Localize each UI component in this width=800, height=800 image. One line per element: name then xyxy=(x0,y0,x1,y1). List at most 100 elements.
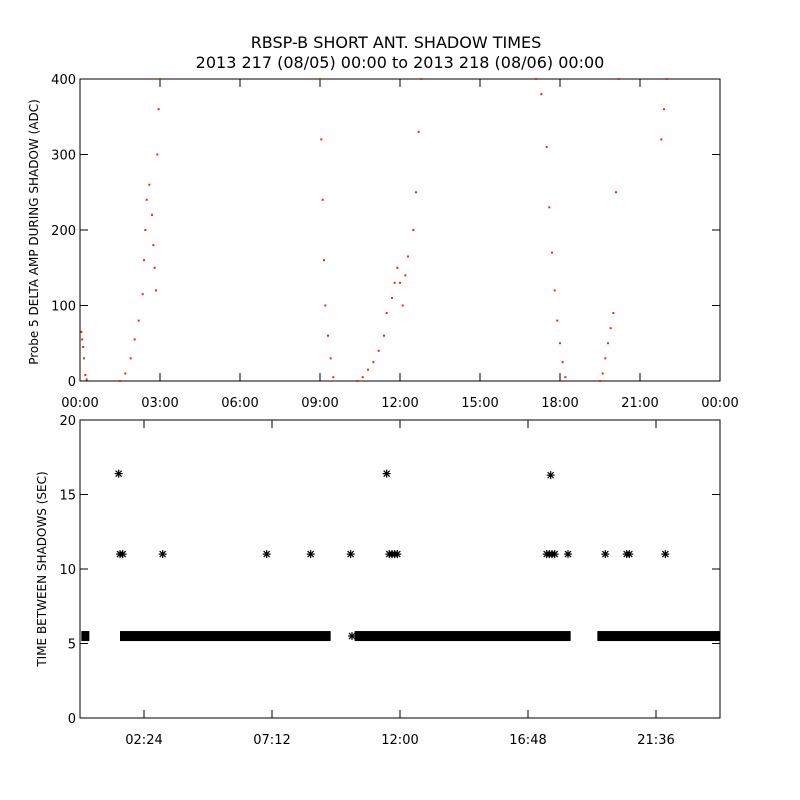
top-x-tick-label: 12:00 xyxy=(381,396,418,411)
top-data-point xyxy=(80,330,83,333)
top-data-point xyxy=(407,255,409,258)
top-data-point xyxy=(141,293,144,296)
bottom-data-point xyxy=(564,550,572,559)
top-data-point xyxy=(612,312,615,315)
top-y-tick-label: 400 xyxy=(51,73,76,88)
top-data-point xyxy=(153,266,156,269)
bottom-y-tick-label: 20 xyxy=(59,414,76,429)
bottom-y-tick-label: 5 xyxy=(68,638,76,653)
top-data-point xyxy=(663,108,665,111)
top-data-point xyxy=(559,342,561,345)
top-data-point xyxy=(85,378,88,381)
top-data-point xyxy=(665,78,668,80)
bottom-x-tick-label: 16:48 xyxy=(509,733,546,748)
top-data-point xyxy=(152,244,155,247)
top-data-point xyxy=(660,138,663,141)
top-data-point xyxy=(84,373,87,376)
top-data-point xyxy=(609,327,612,330)
top-data-point xyxy=(320,138,323,141)
top-data-point xyxy=(617,78,620,80)
top-data-point xyxy=(372,361,375,364)
bottom-data-point xyxy=(262,550,271,559)
top-data-point xyxy=(329,357,332,360)
top-data-point xyxy=(321,198,324,201)
top-y-tick-label: 200 xyxy=(51,224,76,239)
top-data-point xyxy=(332,376,335,379)
top-data-point xyxy=(545,145,548,148)
top-data-point xyxy=(124,372,127,375)
top-data-point xyxy=(556,319,559,322)
top-data-point xyxy=(159,78,161,80)
top-data-point xyxy=(157,108,160,111)
top-y-axis-label: Probe 5 DELTA AMP DURING SHADOW (ADC) xyxy=(27,99,41,365)
top-data-point xyxy=(82,346,85,349)
top-y-tick-label: 300 xyxy=(51,149,76,164)
bottom-y-axis-label: TIME BETWEEN SHADOWS (SEC) xyxy=(35,471,49,667)
bottom-x-tick-label: 21:36 xyxy=(637,733,674,748)
top-data-point xyxy=(396,266,399,269)
top-data-point xyxy=(599,380,601,382)
bottom-data-point xyxy=(348,632,356,641)
top-data-point xyxy=(145,198,148,201)
top-data-point xyxy=(377,349,380,352)
bottom-y-tick-label: 0 xyxy=(68,712,76,727)
top-data-point xyxy=(604,357,607,360)
bottom-data-point xyxy=(158,550,167,559)
top-data-point xyxy=(324,304,327,307)
top-data-point xyxy=(133,338,136,341)
bottom-plot-frame xyxy=(79,419,721,719)
bottom-x-tick-label: 12:00 xyxy=(381,733,418,748)
bottom-data-point xyxy=(118,550,127,559)
bottom-baseline-band xyxy=(354,631,571,642)
top-data-point xyxy=(383,334,385,337)
bottom-baseline-band xyxy=(597,631,720,642)
top-data-point xyxy=(356,380,359,382)
bottom-x-tick-label: 02:24 xyxy=(125,733,162,748)
bottom-x-tick-label: 07:12 xyxy=(253,733,290,748)
top-data-point xyxy=(385,312,388,315)
top-data-point xyxy=(393,281,396,284)
top-x-tick-label: 21:00 xyxy=(621,396,658,411)
bottom-data-point xyxy=(382,469,391,478)
bottom-baseline-band xyxy=(81,631,90,642)
top-x-tick-label: 15:00 xyxy=(461,396,498,411)
top-x-tick-label: 06:00 xyxy=(221,396,258,411)
top-data-point xyxy=(564,376,567,379)
top-data-point xyxy=(551,251,553,254)
top-y-tick-label: 100 xyxy=(51,300,76,315)
bottom-data-point xyxy=(546,471,555,480)
top-data-point xyxy=(401,304,404,307)
top-data-point xyxy=(119,380,121,382)
top-x-tick-label: 18:00 xyxy=(541,396,578,411)
chart-title: RBSP-B SHORT ANT. SHADOW TIMES xyxy=(251,33,542,52)
top-data-point xyxy=(415,191,417,194)
top-data-point xyxy=(417,130,420,133)
top-data-point xyxy=(601,372,604,375)
bottom-data-point xyxy=(306,550,315,559)
top-data-point xyxy=(83,357,85,360)
bottom-panel: 0 5 10 15 20 02:24 07:12 12:00 16:48 21:36 TIME … xyxy=(35,414,721,748)
top-data-point xyxy=(367,368,369,371)
top-data-point xyxy=(535,78,537,80)
top-data-point xyxy=(607,342,609,345)
bottom-y-tick-label: 10 xyxy=(59,563,76,578)
bottom-data-point xyxy=(661,550,670,559)
top-data-point xyxy=(361,376,364,379)
top-data-point xyxy=(615,191,617,194)
top-data-point xyxy=(137,319,140,322)
top-data-point xyxy=(156,153,159,156)
bottom-data-point xyxy=(625,550,634,559)
top-x-tick-label: 09:00 xyxy=(301,396,338,411)
top-data-point xyxy=(553,289,556,292)
top-data-point xyxy=(561,361,564,364)
top-data-point xyxy=(404,274,407,277)
top-x-tick-label: 03:00 xyxy=(141,396,178,411)
top-x-tick-label: 00:00 xyxy=(701,396,738,411)
top-panel: 0 100 200 300 400 00:00 03:00 06:00 09:00 12:00 1… xyxy=(27,73,739,411)
bottom-data-point xyxy=(114,469,123,478)
top-data-point xyxy=(548,206,551,209)
top-data-point xyxy=(151,213,153,216)
top-data-point xyxy=(129,357,132,360)
chart-subtitle: 2013 217 (08/05) 00:00 to 2013 218 (08/0… xyxy=(196,53,605,72)
